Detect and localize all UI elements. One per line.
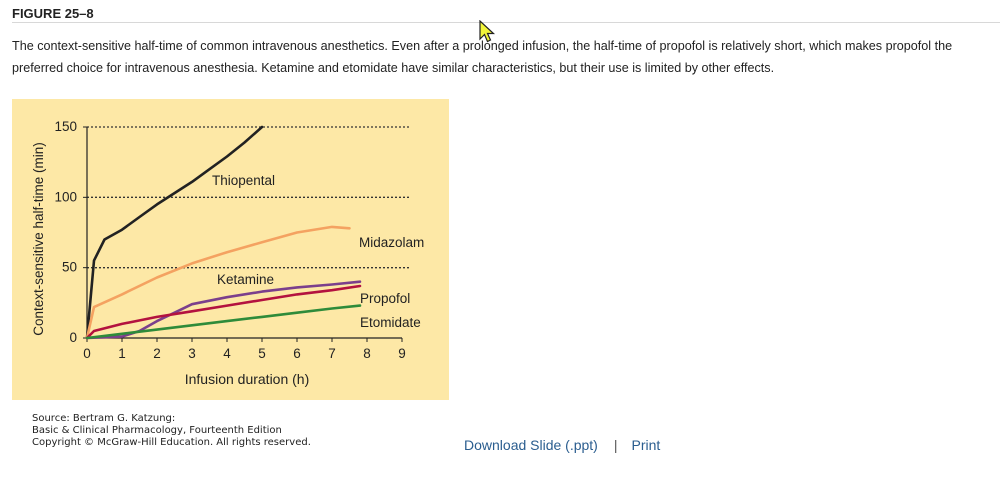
y-tick-label: 100: [54, 189, 77, 204]
series-line-etomidate: [85, 304, 362, 340]
x-tick-label: 2: [153, 346, 161, 361]
x-tick-label: 1: [118, 346, 126, 361]
y-tick-label: 50: [62, 260, 77, 275]
series-label-propofol: Propofol: [360, 291, 410, 306]
x-tick-label: 3: [188, 346, 196, 361]
x-axis-title: Infusion duration (h): [185, 371, 310, 387]
source-citation: Source: Bertram G. Katzung: Basic & Clin…: [32, 413, 311, 449]
figure-divider: [12, 22, 1000, 23]
series-line-propofol: [85, 284, 362, 340]
series-label-ketamine: Ketamine: [217, 272, 274, 287]
figure-actions: Download Slide (.ppt) | Print: [464, 437, 660, 453]
series-line-midazolam: [85, 225, 351, 340]
x-tick-label: 7: [328, 346, 336, 361]
y-tick-label: 150: [54, 119, 77, 134]
y-tick-label: 0: [69, 330, 77, 345]
mouse-cursor-icon: [479, 20, 496, 43]
source-line: Basic & Clinical Pharmacology, Fourteent…: [32, 425, 282, 436]
series-label-etomidate: Etomidate: [360, 315, 421, 330]
figure-chart[interactable]: 0 1 2 3 4 5 6 7 8 9 0 50 100 150 Thiopental Midazolam…: [12, 99, 449, 400]
series-label-midazolam: Midazolam: [359, 235, 424, 250]
figure-caption: The context-sensitive half-time of commo…: [12, 39, 953, 75]
x-tick-label: 8: [363, 346, 371, 361]
y-axis-title: Context-sensitive half-time (min): [31, 142, 46, 336]
x-tick-label: 5: [258, 346, 266, 361]
figure-label: FIGURE 25–8: [12, 6, 94, 21]
print-link[interactable]: Print: [631, 437, 661, 453]
download-slide-link[interactable]: Download Slide (.ppt): [464, 437, 598, 453]
source-line: Copyright © McGraw-Hill Education. All r…: [32, 437, 311, 448]
x-tick-label: 0: [83, 346, 91, 361]
series-label-thiopental: Thiopental: [212, 173, 275, 188]
source-line: Source: Bertram G. Katzung:: [32, 413, 176, 424]
x-tick-label: 9: [398, 346, 406, 361]
x-tick-label: 4: [223, 346, 231, 361]
chart-svg: 0 1 2 3 4 5 6 7 8 9 0 50 100 150 Thiopental Midazolam…: [31, 119, 424, 387]
x-tick-label: 6: [293, 346, 301, 361]
action-separator: |: [613, 437, 618, 453]
series-line-thiopental: [85, 125, 264, 340]
